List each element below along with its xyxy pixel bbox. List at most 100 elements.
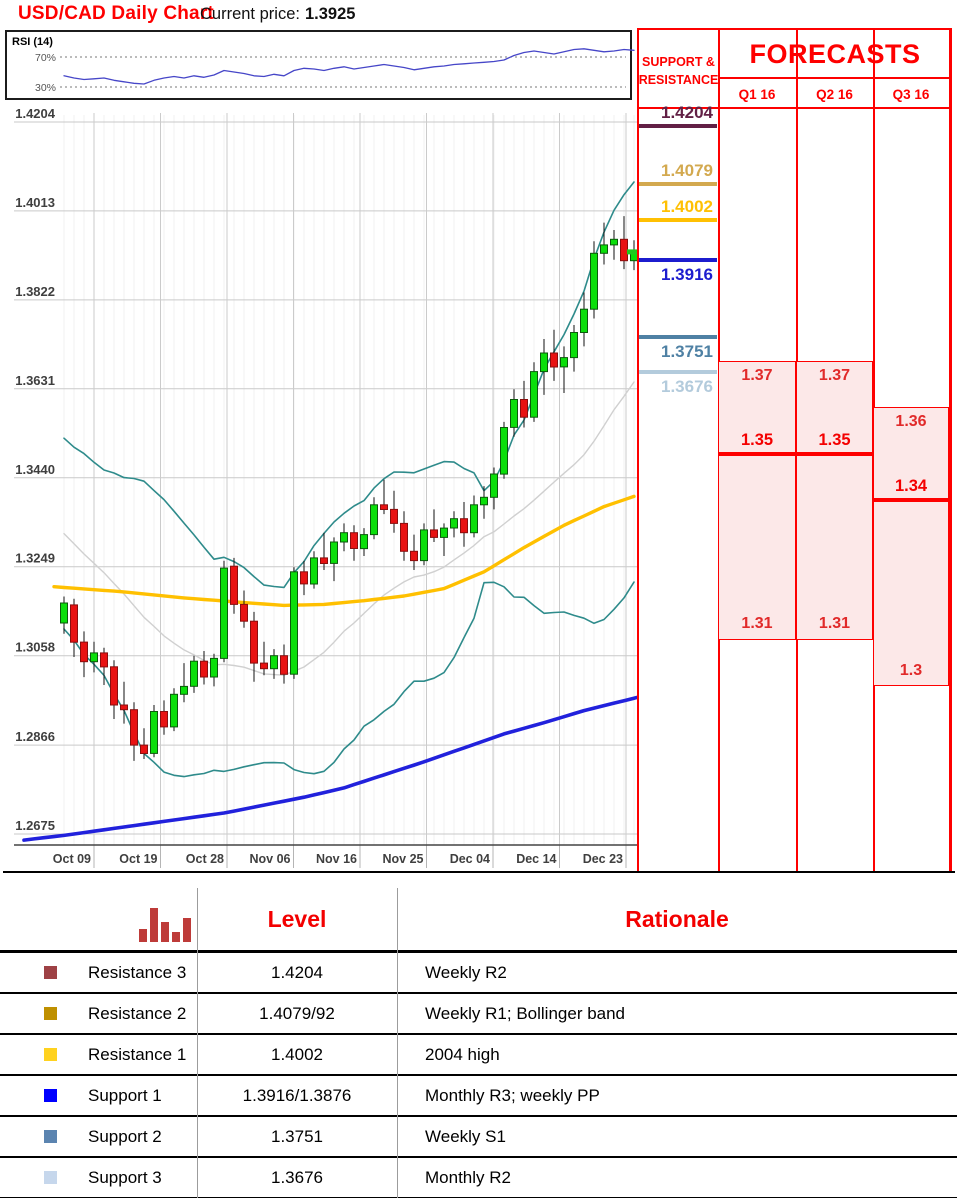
level-value: 1.3751 <box>271 1126 323 1146</box>
svg-text:1.3058: 1.3058 <box>15 640 55 655</box>
page-title: USD/CAD Daily Chart <box>18 3 214 24</box>
svg-text:1.3249: 1.3249 <box>15 551 55 566</box>
level-rationale: Weekly R2 <box>425 962 507 982</box>
svg-text:Dec 14: Dec 14 <box>516 852 556 866</box>
support-resistance-header: SUPPORT & RESISTANCE <box>638 54 719 87</box>
table-column-divider <box>397 888 398 1198</box>
level-name: Support 3 <box>88 1167 162 1187</box>
svg-text:1.2675: 1.2675 <box>15 818 55 833</box>
levels-table-header: Level Rationale <box>0 888 957 950</box>
svg-text:1.4204: 1.4204 <box>15 106 56 121</box>
forecast-column-header-q2: Q2 16 <box>816 86 853 102</box>
support-level-value: 1.3916 <box>661 265 713 284</box>
table-border <box>637 107 952 109</box>
resistance-level-line <box>639 124 717 128</box>
levels-table-row: Support 3 1.3676 Monthly R2 <box>0 1158 957 1198</box>
forecast-column-header-q3: Q3 16 <box>892 86 930 102</box>
svg-text:Nov 06: Nov 06 <box>250 852 291 866</box>
legend-swatch-icon <box>44 1129 57 1143</box>
forecast-high-value: 1.36 <box>895 413 927 430</box>
rsi-panel: RSI (14) 70% 30% <box>5 30 635 100</box>
svg-text:Oct 09: Oct 09 <box>53 852 91 866</box>
table-border <box>718 77 952 79</box>
level-name: Resistance 2 <box>88 1003 187 1023</box>
svg-text:Dec 04: Dec 04 <box>450 852 490 866</box>
rsi-indicator-chart: RSI (14) 70% 30% <box>12 36 635 94</box>
forecast-mid-value: 1.35 <box>818 431 851 449</box>
level-name: Support 2 <box>88 1126 162 1146</box>
svg-text:70%: 70% <box>35 52 56 64</box>
rationale-column-header: Rationale <box>625 906 729 932</box>
support-level-value: 1.3751 <box>661 342 713 361</box>
table-border <box>949 28 952 871</box>
forecast-mid-line <box>796 452 873 456</box>
level-rationale: Weekly R1; Bollinger band <box>425 1003 626 1023</box>
levels-table-row: Resistance 2 1.4079/92 Weekly R1; Bollin… <box>0 994 957 1035</box>
svg-text:Nov 16: Nov 16 <box>316 852 357 866</box>
resistance-level-value: 1.4204 <box>661 103 713 122</box>
level-value: 1.4002 <box>271 1044 323 1064</box>
table-column-divider <box>197 888 198 1198</box>
table-row-divider <box>0 1114 957 1117</box>
svg-text:Dec 23: Dec 23 <box>583 852 623 866</box>
support-resistance-forecasts-panel: SUPPORT & RESISTANCE FORECASTS Q1 16 Q2 … <box>637 28 952 871</box>
table-row-divider <box>0 1196 957 1198</box>
support-level-line <box>639 335 717 339</box>
support-level-value: 1.3676 <box>661 377 713 396</box>
level-name: Resistance 3 <box>88 962 187 982</box>
forecast-low-value: 1.31 <box>741 615 773 632</box>
level-value: 1.4079/92 <box>259 1003 335 1023</box>
legend-swatch-icon <box>44 1088 57 1102</box>
table-border <box>637 28 952 30</box>
svg-text:Oct 19: Oct 19 <box>119 852 157 866</box>
levels-table: Level Rationale Resistance 3 1.4204 Week… <box>0 888 957 1198</box>
legend-swatch-icon <box>44 1006 57 1020</box>
forecast-range-q3-16 <box>873 407 949 686</box>
table-row-divider <box>0 1155 957 1158</box>
forecast-high-value: 1.37 <box>741 367 773 384</box>
forecast-mid-value: 1.35 <box>740 431 774 449</box>
candlestick-chart: 1.4204 1.4013 1.3822 1.3631 1.3440 1.3249 1.30… <box>14 106 640 868</box>
level-value: 1.4204 <box>271 962 323 982</box>
levels-table-row: Resistance 3 1.4204 Weekly R2 <box>0 953 957 994</box>
forecast-mid-line <box>873 498 949 502</box>
resistance-level-line <box>639 182 717 186</box>
forecast-high-value: 1.37 <box>818 367 851 384</box>
forecast-range-q2-16 <box>796 361 873 640</box>
table-row-divider <box>0 991 957 994</box>
svg-text:1.3631: 1.3631 <box>15 373 55 388</box>
svg-text:Oct 28: Oct 28 <box>186 852 224 866</box>
level-value: 1.3676 <box>271 1167 323 1187</box>
legend-swatch-icon <box>44 1047 57 1061</box>
legend-swatch-icon <box>44 1170 57 1184</box>
forecast-mid-line <box>718 452 796 456</box>
current-price: Current price: 1.3925 <box>200 5 355 24</box>
level-rationale: Monthly R2 <box>425 1167 511 1187</box>
support-level-line <box>639 258 717 262</box>
legend-swatch-icon <box>44 965 57 979</box>
table-row-divider <box>0 1073 957 1076</box>
level-name: Support 1 <box>88 1085 162 1105</box>
resistance-level-line <box>639 218 717 222</box>
table-row-divider <box>0 1032 957 1035</box>
bar-chart-icon <box>139 908 191 942</box>
level-column-header: Level <box>267 906 327 932</box>
resistance-level-value: 1.4002 <box>661 197 713 216</box>
forecasts-title: FORECASTS <box>749 38 921 69</box>
forecast-low-value: 1.3 <box>899 662 923 679</box>
svg-text:1.3440: 1.3440 <box>15 462 55 477</box>
forecast-mid-value: 1.34 <box>894 477 928 495</box>
level-rationale: 2004 high <box>425 1044 500 1064</box>
level-rationale: Monthly R3; weekly PP <box>425 1085 600 1105</box>
level-name: Resistance 1 <box>88 1044 187 1064</box>
forecast-range-q1-16 <box>718 361 796 640</box>
support-level-line <box>639 370 717 374</box>
current-price-label: Current price: <box>200 5 300 23</box>
current-price-value: 1.3925 <box>304 5 356 23</box>
forecast-column-header-q1: Q1 16 <box>738 86 776 102</box>
svg-text:1.4013: 1.4013 <box>15 195 55 210</box>
levels-table-row: Support 2 1.3751 Weekly S1 <box>0 1117 957 1158</box>
levels-table-row: Support 1 1.3916/1.3876 Monthly R3; week… <box>0 1076 957 1117</box>
table-border <box>637 28 639 871</box>
